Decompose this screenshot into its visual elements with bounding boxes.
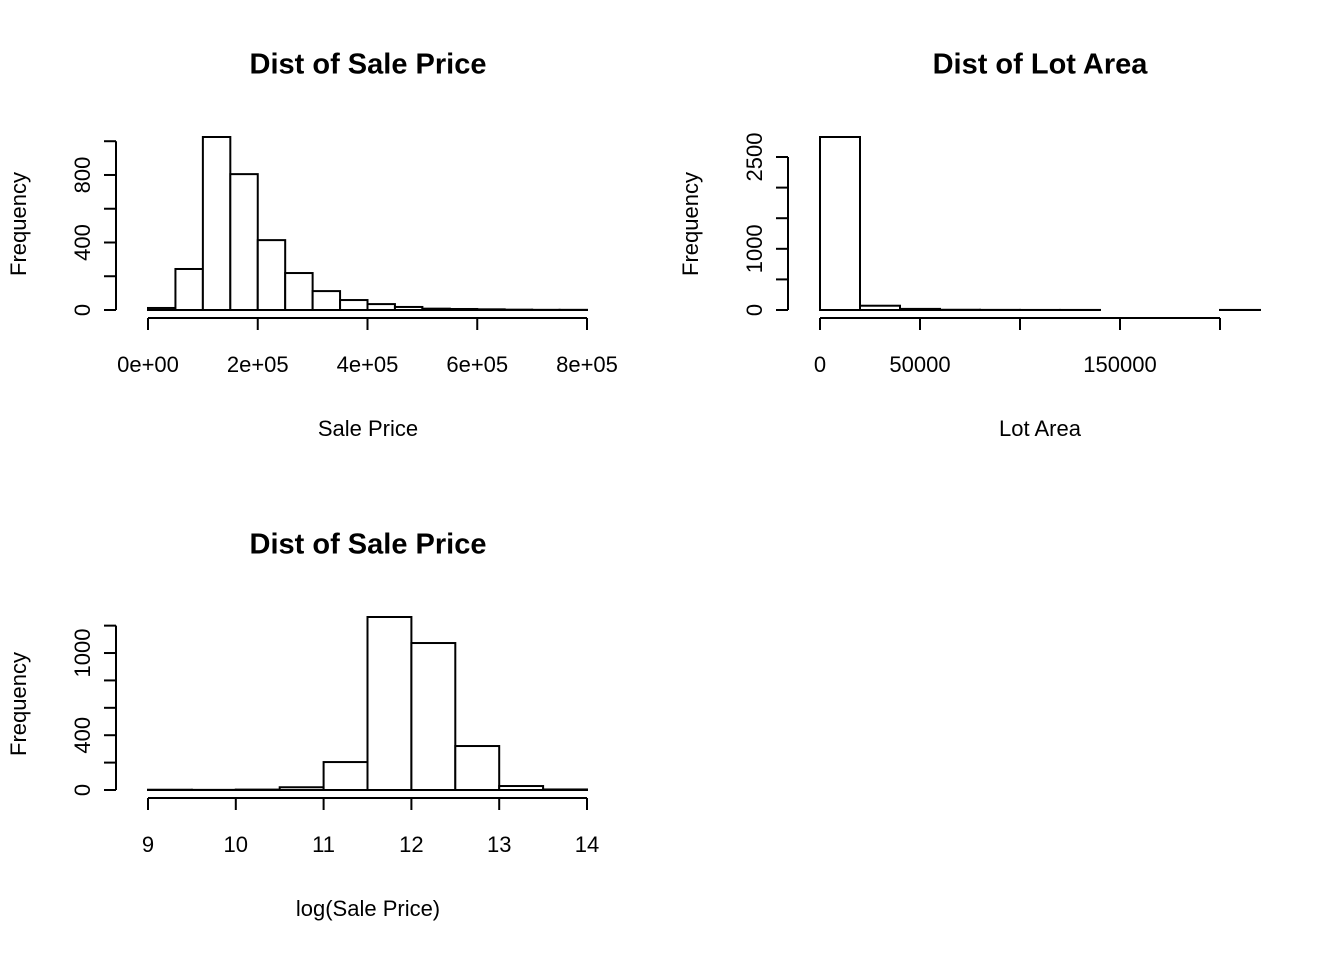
bar (448, 307, 479, 311)
bar (366, 616, 413, 791)
x-tick-label: 150000 (1083, 352, 1156, 377)
bar (476, 308, 506, 312)
x-tick-label: 12 (399, 832, 423, 857)
y-tick-label: 0 (70, 304, 95, 316)
x-tick-label: 14 (575, 832, 599, 857)
bar (311, 290, 342, 312)
y-tick-label: 0 (70, 784, 95, 796)
chart-title: Dist of Sale Price (250, 49, 487, 81)
bar (366, 303, 396, 311)
bar (339, 299, 369, 312)
bar (393, 305, 424, 311)
x-tick-label: 13 (487, 832, 511, 857)
y-tick-label: 2500 (742, 133, 767, 182)
bar (174, 267, 204, 311)
bar (454, 745, 501, 792)
bar (421, 307, 451, 311)
x-axis-label: Lot Area (999, 416, 1082, 441)
chart-title: Dist of Sale Price (250, 529, 487, 561)
y-axis-label: Frequency (678, 172, 703, 276)
y-axis-label: Frequency (6, 652, 31, 756)
y-tick-label: 400 (70, 717, 95, 754)
bar (322, 761, 369, 791)
x-tick-label: 0 (814, 352, 826, 377)
bar (899, 307, 941, 311)
chart-title: Dist of Lot Area (933, 49, 1149, 81)
bar (147, 306, 177, 312)
y-axis-label: Frequency (6, 172, 31, 276)
bar (278, 786, 325, 792)
x-tick-label: 50000 (889, 352, 950, 377)
x-tick-label: 10 (224, 832, 248, 857)
bar (542, 788, 588, 791)
bar (859, 304, 901, 312)
bar (256, 239, 287, 311)
y-tick-label: 800 (70, 157, 95, 194)
x-tick-label: 6e+05 (446, 352, 508, 377)
x-axis-label: Sale Price (318, 416, 418, 441)
x-tick-label: 2e+05 (227, 352, 289, 377)
bar (498, 785, 545, 791)
x-tick-label: 0e+00 (117, 352, 179, 377)
y-tick-label: 1000 (70, 629, 95, 678)
bar (201, 136, 232, 311)
x-tick-label: 11 (312, 832, 335, 857)
x-tick-label: 9 (142, 832, 154, 857)
bar (284, 272, 314, 312)
y-tick-label: 1000 (742, 224, 767, 273)
bar (229, 173, 259, 311)
x-tick-label: 4e+05 (337, 352, 399, 377)
bar (410, 642, 457, 791)
x-tick-label: 8e+05 (556, 352, 618, 377)
y-tick-label: 400 (70, 224, 95, 261)
bar (819, 136, 861, 311)
x-axis-label: log(Sale Price) (296, 896, 440, 921)
y-tick-label: 0 (742, 304, 767, 316)
